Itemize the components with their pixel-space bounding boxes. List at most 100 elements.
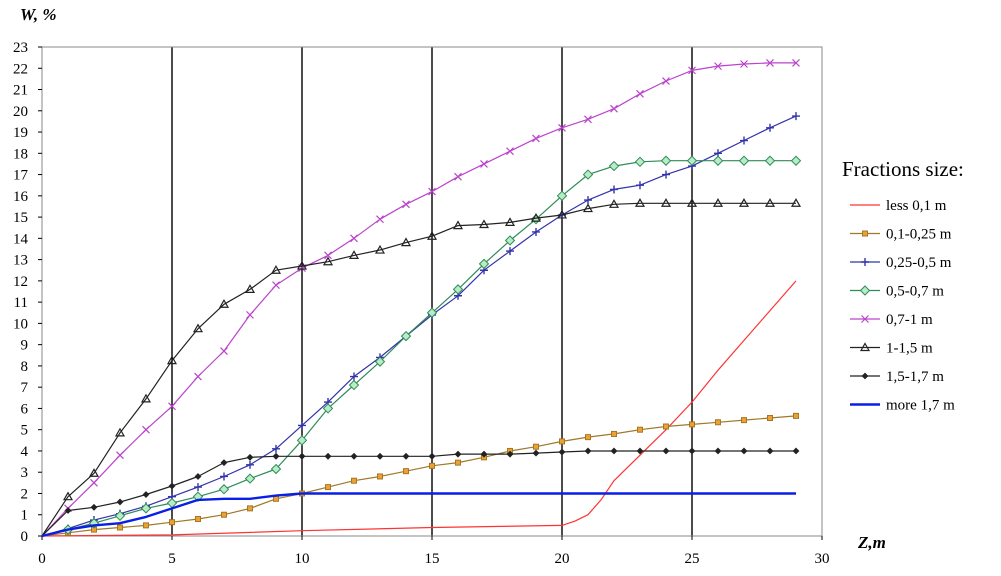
x-tick-label: 5 — [168, 551, 176, 567]
data-point — [767, 415, 773, 422]
data-point — [766, 59, 774, 67]
data-point — [143, 522, 149, 529]
y-tick-label: 7 — [21, 380, 29, 396]
data-point — [296, 260, 308, 270]
legend-label: 1,5-1,7 m — [886, 369, 944, 385]
y-tick-label: 19 — [13, 125, 28, 141]
legend-marker — [859, 285, 871, 296]
data-point — [688, 447, 696, 455]
data-point — [559, 438, 565, 445]
y-tick-label: 3 — [21, 465, 29, 481]
data-point — [322, 256, 334, 266]
legend-item: 1-1,5 m — [850, 341, 933, 357]
data-point — [194, 483, 202, 492]
data-point — [348, 379, 360, 391]
x-tick-label: 30 — [815, 551, 830, 567]
data-point — [325, 484, 331, 491]
y-tick-label: 22 — [13, 61, 28, 77]
data-point — [324, 251, 332, 260]
legend-item: 0,5-0,7 m — [850, 284, 944, 300]
y-axis-title: W, % — [20, 5, 57, 24]
data-point — [532, 134, 540, 143]
x-axis-title: Z,m — [857, 533, 886, 552]
y-tick-label: 14 — [13, 231, 29, 247]
data-point — [741, 417, 747, 424]
data-point — [764, 155, 776, 166]
x-tick-label: 10 — [295, 551, 310, 567]
data-point — [116, 451, 124, 460]
data-point — [62, 491, 74, 501]
data-point — [140, 503, 152, 514]
x-tick-label: 15 — [425, 551, 440, 567]
data-series — [41, 59, 802, 538]
data-point — [350, 452, 358, 460]
data-point — [220, 459, 228, 467]
data-point — [532, 449, 540, 457]
data-point — [452, 284, 464, 295]
data-point — [558, 123, 566, 132]
data-point — [246, 453, 254, 461]
series-2 — [41, 412, 799, 537]
data-point — [220, 472, 228, 481]
legend-title: Fractions size: — [842, 157, 964, 181]
data-point — [793, 412, 799, 419]
data-point — [506, 147, 514, 156]
y-tick-label: 0 — [21, 529, 29, 545]
data-point — [556, 190, 568, 202]
legend-item: more 1,7 m — [850, 398, 955, 414]
data-point — [608, 160, 620, 172]
data-point — [246, 310, 254, 319]
data-point — [766, 123, 774, 132]
data-point — [272, 444, 280, 453]
y-tick-label: 20 — [13, 104, 28, 120]
data-point — [660, 155, 672, 166]
data-point — [660, 198, 672, 207]
data-point — [455, 459, 461, 466]
data-point — [740, 60, 748, 68]
data-point — [192, 323, 204, 333]
series-line — [41, 115, 797, 537]
data-point — [556, 209, 568, 219]
legend-label: less 0,1 m — [886, 198, 947, 214]
data-point — [429, 462, 435, 469]
data-point — [712, 155, 724, 166]
data-point — [637, 426, 643, 433]
series-line — [41, 492, 796, 538]
data-point — [480, 450, 488, 458]
data-point — [610, 104, 618, 113]
data-point — [662, 77, 670, 85]
series-7 — [41, 447, 800, 537]
data-point — [636, 89, 644, 98]
data-point — [792, 447, 800, 455]
legend-label: more 1,7 m — [886, 398, 955, 414]
data-point — [220, 347, 228, 355]
data-point — [348, 250, 360, 259]
data-point — [428, 452, 436, 460]
data-point — [582, 203, 594, 213]
data-point — [686, 155, 698, 166]
y-tick-label: 10 — [13, 316, 28, 332]
data-point — [194, 473, 202, 480]
data-point — [766, 447, 774, 455]
data-point — [634, 198, 646, 207]
data-point — [452, 220, 464, 230]
data-point — [322, 403, 334, 414]
series-3 — [41, 112, 800, 537]
data-point — [662, 447, 670, 455]
legend-label: 0,25-0,5 m — [886, 255, 952, 271]
data-point — [402, 452, 410, 460]
data-point — [636, 181, 644, 190]
legend-label: 0,5-0,7 m — [886, 284, 944, 300]
data-point — [142, 425, 150, 434]
data-point — [324, 452, 332, 460]
data-point — [273, 495, 279, 502]
data-point — [712, 198, 724, 207]
data-point — [478, 258, 490, 270]
data-point — [114, 427, 126, 437]
data-point — [426, 231, 438, 240]
data-point — [142, 491, 150, 498]
data-point — [585, 434, 591, 441]
legend-label: 0,1-0,25 m — [886, 227, 952, 243]
series-line — [41, 62, 796, 537]
